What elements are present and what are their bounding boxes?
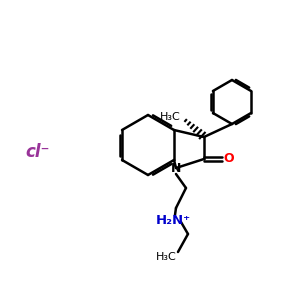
Text: N: N (171, 163, 181, 176)
Text: cl⁻: cl⁻ (26, 143, 50, 161)
Text: H₃C: H₃C (156, 252, 176, 262)
Text: H₂N⁺: H₂N⁺ (155, 214, 190, 226)
Text: H₃C: H₃C (160, 112, 180, 122)
Text: O: O (224, 152, 234, 166)
